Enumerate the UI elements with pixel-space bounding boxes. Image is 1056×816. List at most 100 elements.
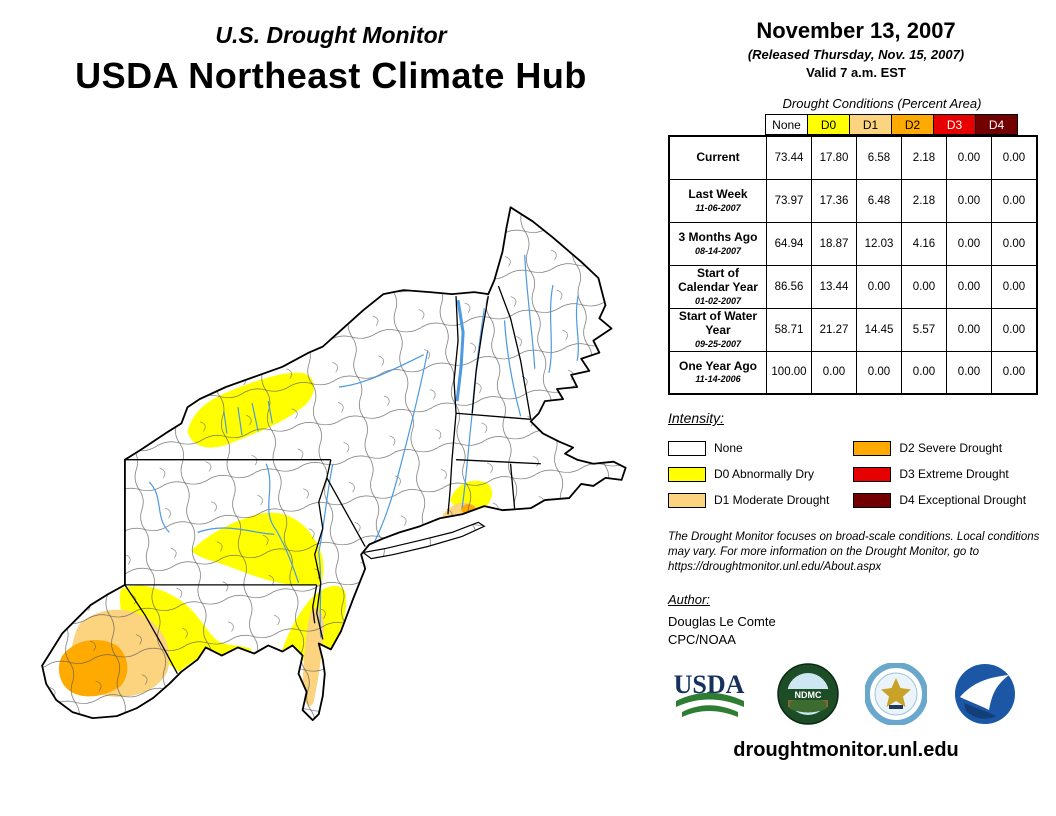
ndmc-logo: NDMC xyxy=(776,662,839,725)
row-label: 3 Months Ago xyxy=(678,229,758,244)
cell-d3: 0.00 xyxy=(946,350,992,395)
state-borders xyxy=(124,285,541,675)
cell-d4: 0.00 xyxy=(991,264,1038,309)
row-label: Last Week xyxy=(688,186,748,201)
swatch-d1 xyxy=(668,492,706,508)
cell-d4: 0.00 xyxy=(991,307,1038,352)
cell-d1: 6.58 xyxy=(856,135,902,180)
legend-item-d4: D4 Exceptional Drought xyxy=(853,487,1044,513)
row-date: 08-14-2007 xyxy=(694,245,742,256)
table-row: Current 73.44 17.80 6.58 2.18 0.00 0.00 xyxy=(668,135,1038,180)
cell-d1: 6.48 xyxy=(856,178,902,223)
noaa-logo xyxy=(954,663,1015,724)
cell-d2: 2.18 xyxy=(901,178,947,223)
long-island-outline xyxy=(361,521,486,560)
program-title: U.S. Drought Monitor xyxy=(215,22,447,48)
table-title: Drought Conditions (Percent Area) xyxy=(782,96,982,111)
page-title: USDA Northeast Climate Hub xyxy=(75,55,587,96)
cell-d4: 0.00 xyxy=(991,221,1038,266)
author-label: Author: xyxy=(668,591,710,607)
cell-d0: 17.80 xyxy=(811,135,857,180)
released-date: (Released Thursday, Nov. 15, 2007) xyxy=(747,47,965,62)
swatch-none xyxy=(668,440,706,456)
cell-d3: 0.00 xyxy=(946,135,992,180)
cell-d3: 0.00 xyxy=(946,178,992,223)
cell-d2: 4.16 xyxy=(901,221,947,266)
legend-item-d1: D1 Moderate Drought xyxy=(668,487,847,513)
row-label: One Year Ago xyxy=(678,358,758,373)
col-d3: D3 xyxy=(933,114,976,135)
cell-d0: 18.87 xyxy=(811,221,857,266)
col-d1: D1 xyxy=(849,114,892,135)
legend-item-d2: D2 Severe Drought xyxy=(853,435,1044,461)
valid-time: Valid 7 a.m. EST xyxy=(806,65,906,80)
county-lines xyxy=(42,207,626,721)
cell-d1: 12.03 xyxy=(856,221,902,266)
legend-label: D1 Moderate Drought xyxy=(714,493,830,507)
author-name: Douglas Le Comte xyxy=(668,613,776,629)
map-container xyxy=(28,196,664,788)
col-d0: D0 xyxy=(807,114,850,135)
table-header-row: None D0 D1 D2 D3 D4 xyxy=(765,114,1044,135)
row-date: 11-06-2007 xyxy=(695,202,741,213)
drought-conditions-table: Current 73.44 17.80 6.58 2.18 0.00 0.00 … xyxy=(668,135,1038,395)
cell-d3: 0.00 xyxy=(946,221,992,266)
northeast-drought-map xyxy=(41,206,627,722)
row-label: Current xyxy=(696,149,740,164)
ndmc-logo-text: NDMC xyxy=(794,690,821,700)
row-label: Start of Water Year xyxy=(678,309,758,337)
cell-d3: 0.00 xyxy=(946,264,992,309)
swatch-d4 xyxy=(853,492,892,508)
table-row: 3 Months Ago 08-14-2007 64.94 18.87 12.03… xyxy=(668,221,1038,266)
legend-label: D4 Exceptional Drought xyxy=(899,493,1027,507)
col-none: None xyxy=(765,114,808,135)
cell-d4: 0.00 xyxy=(991,350,1038,395)
title-block: U.S. Drought Monitor USDA Northeast Clim… xyxy=(0,22,662,97)
row-date: 01-02-2007 xyxy=(694,295,742,306)
cell-d1: 14.45 xyxy=(856,307,902,352)
info-panel: November 13, 2007 (Released Thursday, No… xyxy=(668,18,1044,762)
table-row: Start of Calendar Year 01-02-2007 86.56 1… xyxy=(668,264,1038,309)
legend-label: D0 Abnormally Dry xyxy=(714,467,815,481)
cell-d3: 0.00 xyxy=(946,307,992,352)
cell-d4: 0.00 xyxy=(991,178,1038,223)
cell-none: 86.56 xyxy=(766,264,812,309)
cell-d2: 5.57 xyxy=(901,307,947,352)
cell-d4: 0.00 xyxy=(991,135,1038,180)
cell-d0: 21.27 xyxy=(811,307,857,352)
row-date: 09-25-2007 xyxy=(694,338,742,349)
legend-label: None xyxy=(714,441,743,455)
col-d2: D2 xyxy=(891,114,934,135)
region-outline xyxy=(41,206,627,722)
cell-d1: 0.00 xyxy=(856,264,902,309)
legend-label: D3 Extreme Drought xyxy=(899,467,1009,481)
disclaimer-text: The Drought Monitor focuses on broad-sca… xyxy=(668,531,1040,574)
legend-title: Intensity: xyxy=(668,410,725,426)
cell-d2: 0.00 xyxy=(901,350,947,395)
legend-item-d3: D3 Extreme Drought xyxy=(853,461,1044,487)
table-row: One Year Ago 11-14-2006 100.00 0.00 0.00 … xyxy=(668,350,1038,395)
lake-champlain xyxy=(455,299,465,402)
usda-logo: USDA xyxy=(674,670,745,717)
cell-none: 64.94 xyxy=(766,221,812,266)
footer-url: droughtmonitor.unl.edu xyxy=(733,738,959,761)
table-row: Start of Water Year 09-25-2007 58.71 21.2… xyxy=(668,307,1038,352)
intensity-legend: Intensity: None D0 Abnormally Dry D1 Mod… xyxy=(668,410,1044,513)
swatch-d2 xyxy=(853,440,892,456)
cell-d2: 0.00 xyxy=(901,264,947,309)
cell-none: 73.44 xyxy=(766,135,812,180)
cell-none: 73.97 xyxy=(766,178,812,223)
swatch-d0 xyxy=(668,466,706,482)
legend-item-none: None xyxy=(668,435,847,461)
cell-d0: 17.36 xyxy=(811,178,857,223)
commerce-logo xyxy=(865,662,928,725)
cell-d0: 0.00 xyxy=(811,350,857,395)
table-row: Last Week 11-06-2007 73.97 17.36 6.48 2.1… xyxy=(668,178,1038,223)
row-date: 11-14-2006 xyxy=(695,374,741,385)
cell-none: 58.71 xyxy=(766,307,812,352)
author-org: CPC/NOAA xyxy=(668,631,736,647)
rivers xyxy=(148,254,579,638)
cell-d1: 0.00 xyxy=(856,350,902,395)
cell-none: 100.00 xyxy=(766,350,812,395)
col-d4: D4 xyxy=(975,114,1018,135)
